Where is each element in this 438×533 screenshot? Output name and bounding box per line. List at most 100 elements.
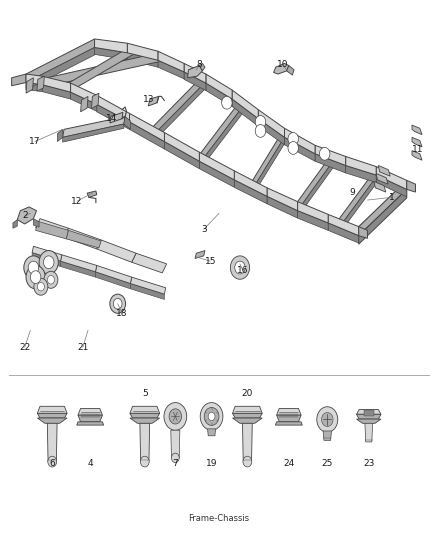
Text: 8: 8 [197, 60, 202, 69]
Text: 2: 2 [22, 212, 28, 221]
Polygon shape [95, 39, 127, 53]
Polygon shape [47, 423, 57, 462]
Text: 25: 25 [321, 459, 333, 467]
Polygon shape [184, 72, 206, 91]
Text: 15: 15 [205, 257, 216, 265]
Polygon shape [258, 119, 285, 145]
Circle shape [48, 456, 57, 467]
Circle shape [24, 256, 43, 279]
Polygon shape [323, 431, 332, 440]
Circle shape [200, 402, 223, 430]
Circle shape [169, 409, 182, 424]
Polygon shape [33, 219, 39, 227]
Circle shape [255, 116, 266, 128]
Polygon shape [407, 180, 416, 192]
Polygon shape [64, 228, 101, 249]
Polygon shape [297, 152, 333, 211]
Polygon shape [376, 173, 388, 184]
Circle shape [37, 282, 44, 291]
Polygon shape [32, 253, 60, 266]
Polygon shape [234, 180, 267, 204]
Polygon shape [285, 138, 315, 161]
Polygon shape [277, 408, 301, 415]
Circle shape [288, 133, 298, 146]
Polygon shape [127, 43, 158, 60]
Polygon shape [26, 83, 42, 92]
Polygon shape [187, 66, 202, 78]
Polygon shape [287, 66, 294, 75]
Polygon shape [297, 161, 333, 217]
Polygon shape [12, 74, 26, 86]
Polygon shape [233, 406, 262, 413]
Circle shape [28, 261, 39, 274]
Polygon shape [42, 85, 71, 99]
Polygon shape [201, 98, 243, 162]
Polygon shape [234, 171, 267, 196]
Polygon shape [164, 133, 199, 161]
Text: 18: 18 [117, 309, 128, 318]
Polygon shape [153, 74, 205, 135]
Polygon shape [158, 60, 184, 79]
Circle shape [321, 413, 333, 426]
Polygon shape [378, 165, 390, 176]
Polygon shape [208, 429, 215, 436]
Circle shape [319, 148, 330, 160]
Polygon shape [95, 265, 132, 284]
Polygon shape [359, 180, 407, 236]
Text: Frame-Chassis: Frame-Chassis [188, 514, 250, 523]
Polygon shape [78, 408, 102, 415]
Polygon shape [364, 410, 374, 416]
Polygon shape [87, 191, 97, 197]
Circle shape [243, 456, 252, 467]
Text: 19: 19 [206, 459, 217, 467]
Polygon shape [276, 422, 302, 425]
Polygon shape [412, 151, 422, 160]
Circle shape [317, 407, 338, 432]
Polygon shape [315, 146, 346, 165]
Polygon shape [339, 167, 378, 228]
Text: 23: 23 [363, 459, 374, 467]
Polygon shape [63, 117, 125, 138]
Polygon shape [164, 142, 199, 168]
Text: 12: 12 [71, 197, 83, 206]
Circle shape [110, 294, 126, 313]
Polygon shape [17, 207, 36, 224]
Polygon shape [110, 112, 123, 123]
Polygon shape [158, 51, 184, 72]
Text: 4: 4 [88, 459, 93, 467]
Text: 5: 5 [142, 389, 148, 398]
Circle shape [26, 265, 45, 289]
Circle shape [255, 125, 266, 138]
Polygon shape [37, 76, 44, 91]
Text: 14: 14 [106, 114, 118, 123]
Text: 17: 17 [29, 137, 40, 146]
Circle shape [34, 278, 48, 295]
Circle shape [204, 407, 219, 425]
Polygon shape [267, 188, 297, 211]
Polygon shape [130, 114, 164, 142]
Circle shape [44, 271, 58, 288]
Polygon shape [81, 96, 88, 112]
Polygon shape [258, 110, 285, 138]
Polygon shape [232, 99, 258, 126]
Polygon shape [95, 47, 127, 60]
Polygon shape [412, 138, 422, 147]
Polygon shape [357, 414, 381, 419]
Polygon shape [57, 130, 63, 142]
Polygon shape [171, 430, 180, 458]
Polygon shape [35, 219, 68, 237]
Text: 11: 11 [412, 145, 424, 154]
Polygon shape [357, 419, 381, 423]
Polygon shape [140, 423, 150, 462]
Text: 3: 3 [201, 225, 207, 234]
Polygon shape [130, 413, 159, 418]
Circle shape [30, 271, 41, 284]
Text: 13: 13 [143, 94, 155, 103]
Polygon shape [376, 166, 407, 189]
Text: 7: 7 [173, 459, 178, 467]
Text: 21: 21 [77, 343, 88, 352]
Polygon shape [376, 175, 407, 197]
Polygon shape [346, 157, 376, 175]
Polygon shape [206, 83, 232, 107]
Polygon shape [63, 124, 124, 142]
